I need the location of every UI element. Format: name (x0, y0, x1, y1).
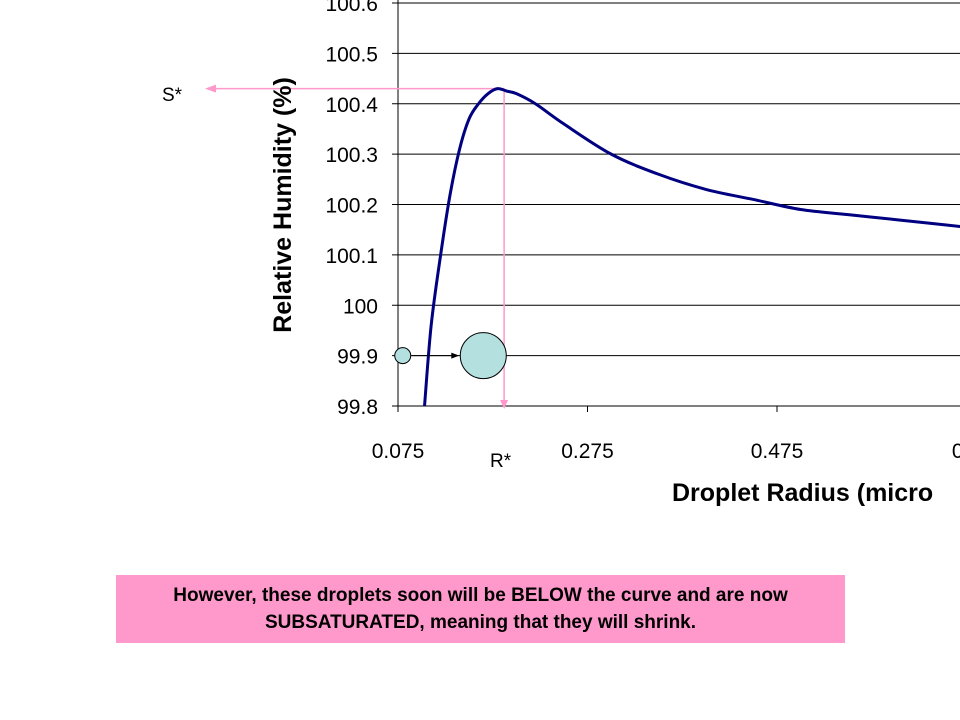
axes (397, 0, 960, 407)
droplets-group (394, 332, 507, 380)
x-tick-label: 0.275 (561, 440, 614, 463)
y-tick-label: 100.6 (325, 0, 378, 16)
gridlines (398, 2, 960, 357)
callout-box: However, these droplets soon will be BEL… (116, 575, 845, 643)
series-group (423, 87, 960, 407)
r-star-arrowhead (500, 400, 509, 409)
s-star-arrowhead (205, 84, 216, 93)
y-tick-label: 100.2 (325, 195, 378, 218)
y-tick-label: 100 (343, 295, 378, 318)
y-tick-label: 99.8 (337, 396, 378, 419)
y-tick-label: 99.9 (337, 346, 378, 369)
growth-arrowhead (451, 352, 460, 359)
small-droplet (394, 347, 412, 365)
kohler-curve (423, 87, 960, 407)
large-droplet (459, 332, 507, 380)
x-tick-label: 0.6 (952, 440, 960, 463)
y-tick-label: 100.3 (325, 144, 378, 167)
y-axis-ticks: 100.6 100.5 100.4 100.3 100.2 100.1 100 99.9 99.… (325, 0, 398, 419)
x-tick-label: 0.075 (372, 440, 425, 463)
x-axis-ticks: 0.075 0.275 0.475 0.6 (372, 406, 960, 463)
x-tick-label: 0.475 (751, 440, 804, 463)
y-axis-title: Relative Humidity (%) (269, 77, 297, 333)
x-axis-title: Droplet Radius (micro (672, 479, 933, 507)
y-tick-label: 100.4 (325, 94, 378, 117)
callout-text: However, these droplets soon will be BEL… (173, 585, 788, 633)
s-star-label: S* (162, 85, 183, 106)
r-star-label: R* (490, 451, 512, 472)
y-tick-label: 100.5 (325, 43, 378, 66)
y-tick-label: 100.1 (325, 245, 378, 268)
